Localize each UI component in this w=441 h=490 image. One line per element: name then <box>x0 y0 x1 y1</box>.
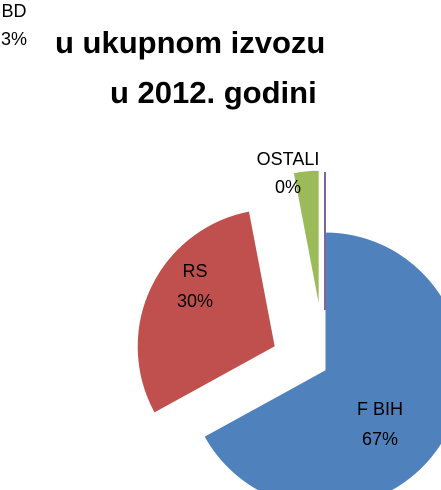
slice-value: 3% <box>1 29 27 49</box>
chart-title: u ukupnom izvozu <box>55 25 325 60</box>
slice-label: OSTALI <box>257 149 320 169</box>
slice-label: F BIH <box>357 399 403 419</box>
slice-value: 0% <box>275 177 301 197</box>
slice-label: RS <box>182 261 207 281</box>
chart-title: u 2012. godini <box>110 75 317 110</box>
pie-slice <box>203 231 441 490</box>
slice-value: 67% <box>362 429 398 449</box>
pie-slice <box>292 169 320 309</box>
slice-value: 30% <box>177 291 213 311</box>
slice-label: BD <box>1 1 26 21</box>
pie-slice <box>136 210 276 414</box>
